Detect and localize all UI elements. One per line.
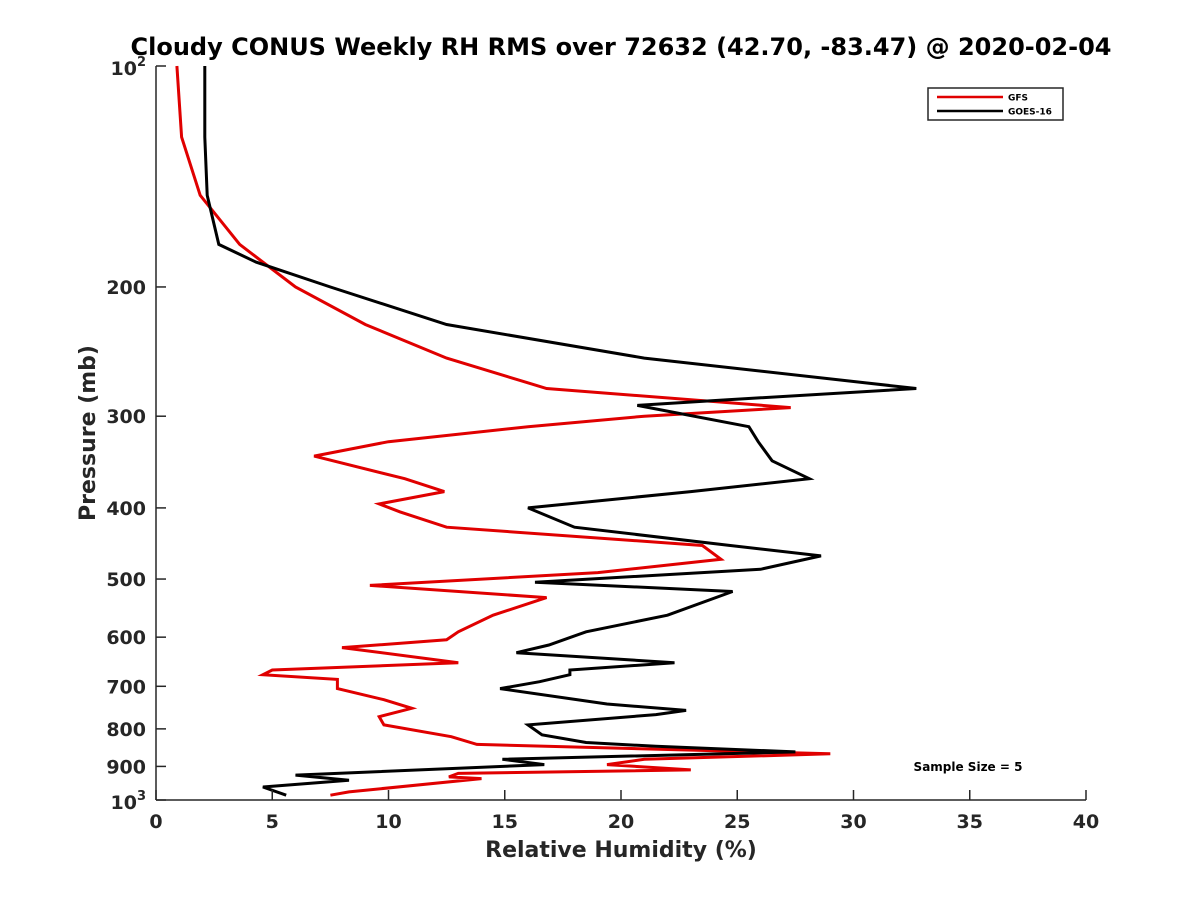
legend-box: [927, 87, 1064, 121]
chart-title: Cloudy CONUS Weekly RH RMS over 72632 (4…: [131, 33, 1112, 61]
y-axis-label: Pressure (mb): [76, 345, 101, 521]
y-tick-label: 800: [106, 719, 146, 741]
y-tick-label: 103: [111, 789, 147, 814]
x-tick-label: 15: [492, 811, 518, 833]
x-tick-label: 30: [840, 811, 866, 833]
x-tick-label: 40: [1073, 811, 1099, 833]
sample-size-annotation: Sample Size = 5: [914, 760, 1023, 774]
series-line-goes-16: [203, 66, 917, 797]
y-tick-label: 700: [106, 676, 146, 698]
tick-marks: 0 5 10 15 20 25 30 35 40 102 200 300 400 500 600 700 800…: [106, 55, 1099, 833]
y-tick-label: 600: [106, 627, 146, 649]
legend: GFS GOES-16: [927, 87, 1064, 121]
y-tick-label: 400: [106, 498, 146, 520]
series-line-gfs: [175, 65, 831, 797]
x-tick-label: 0: [149, 811, 162, 833]
x-tick-label: 25: [724, 811, 750, 833]
y-tick-label: 200: [106, 277, 146, 299]
x-axis-label: Relative Humidity (%): [485, 838, 757, 863]
x-tick-label: 10: [375, 811, 401, 833]
plot-series: [175, 65, 917, 797]
legend-label: GOES-16: [1008, 108, 1052, 118]
legend-label: GFS: [1008, 94, 1028, 104]
y-tick-label: 900: [106, 756, 146, 778]
axes: [155, 66, 1086, 801]
x-tick-label: 20: [608, 811, 634, 833]
y-tick-label: 300: [106, 406, 146, 428]
x-tick-label: 5: [266, 811, 279, 833]
y-tick-label: 102: [111, 55, 147, 80]
x-tick-label: 35: [957, 811, 983, 833]
y-tick-label: 500: [106, 569, 146, 591]
